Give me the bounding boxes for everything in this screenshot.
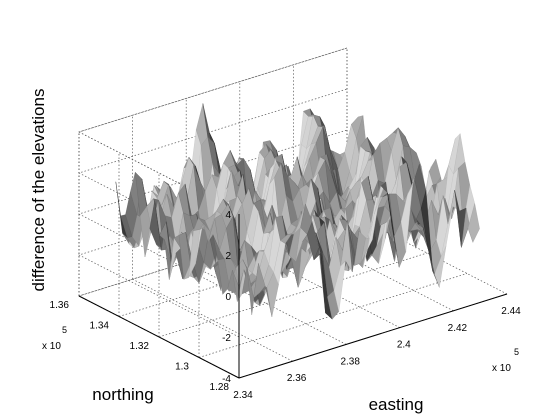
x-tick-label: 2.34 (233, 390, 253, 401)
z-tick-label: -4 (222, 374, 231, 385)
y-axis-label: northing (92, 385, 153, 404)
y-axis-multiplier-exponent: 5 (62, 325, 67, 335)
axis-lines (78, 214, 508, 379)
x-tick-label: 2.44 (501, 306, 521, 317)
x-axis-multiplier-exponent: 5 (514, 347, 519, 357)
z-tick-label: -2 (222, 333, 231, 344)
y-tick-label: 1.28 (210, 382, 230, 393)
z-axis-label: difference of the elevations (29, 89, 48, 292)
x-tick-label: 2.36 (287, 373, 307, 384)
grid-line (78, 47, 348, 133)
x-tick-label: 2.38 (340, 356, 360, 367)
surface (115, 103, 480, 320)
y-tick-label: 1.3 (175, 362, 189, 373)
z-tick-label: 4 (225, 210, 231, 221)
x-tick-label: 2.42 (448, 323, 468, 334)
y-tick-label: 1.32 (130, 341, 150, 352)
tick-labels: 2.34 2.36 2.38 2.4 2.42 2.44 1.28 1.3 1.32 1.34 1.… (50, 210, 522, 401)
x-axis-multiplier: x 10 (492, 363, 511, 374)
y-axis-multiplier: x 10 (42, 341, 61, 352)
y-tick-label: 1.36 (50, 300, 70, 311)
grid-line (78, 170, 348, 338)
x-axis-label: easting (369, 395, 424, 414)
grid-line (158, 252, 428, 338)
x-tick-label: 2.4 (397, 340, 411, 351)
y-tick-label: 1.34 (90, 321, 110, 332)
z-tick-label: 0 (225, 292, 231, 303)
y-axis-line (78, 295, 240, 379)
surface-patch (467, 203, 480, 243)
z-tick-label: 2 (225, 251, 231, 262)
x-axis-line (238, 293, 508, 379)
